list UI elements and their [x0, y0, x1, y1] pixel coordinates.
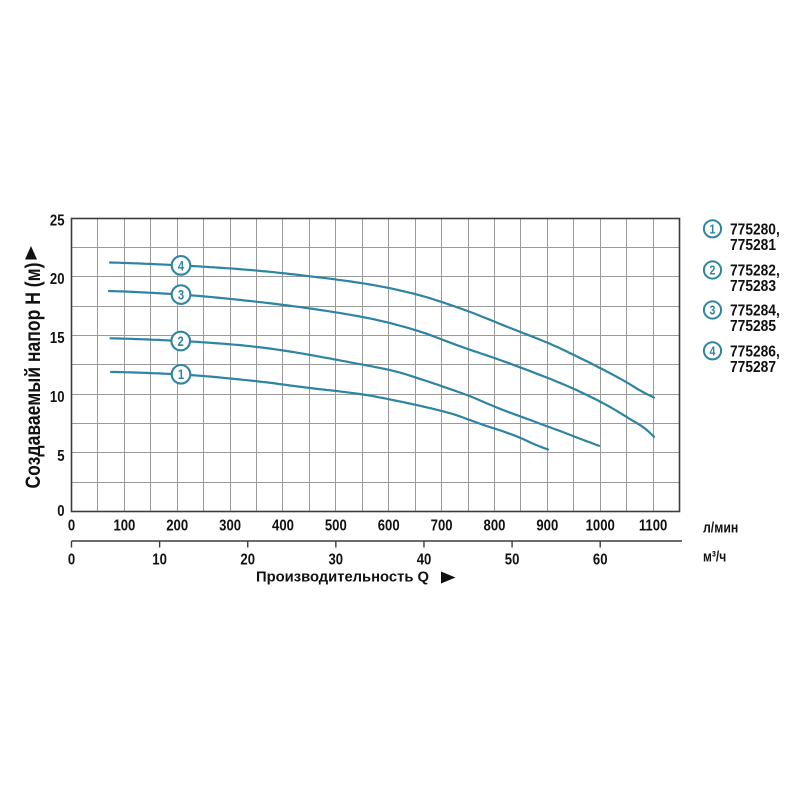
svg-text:900: 900 [536, 518, 558, 535]
svg-text:Создаваемый напор H (м): Создаваемый напор H (м) [21, 263, 45, 489]
svg-text:775285: 775285 [730, 318, 776, 335]
svg-text:0: 0 [68, 518, 75, 535]
svg-text:3: 3 [178, 288, 185, 303]
svg-text:м³/ч: м³/ч [703, 549, 726, 566]
svg-text:100: 100 [113, 518, 135, 535]
svg-text:700: 700 [431, 518, 453, 535]
svg-text:0: 0 [68, 552, 75, 569]
svg-text:3: 3 [710, 303, 716, 318]
svg-text:30: 30 [329, 552, 344, 569]
svg-text:775287: 775287 [730, 359, 776, 376]
svg-text:0: 0 [57, 503, 64, 520]
svg-text:10: 10 [152, 552, 167, 569]
svg-text:50: 50 [505, 552, 520, 569]
svg-text:20: 20 [50, 271, 65, 288]
svg-text:1100: 1100 [639, 518, 668, 535]
svg-text:775282,: 775282, [730, 263, 780, 280]
svg-text:775283: 775283 [730, 278, 776, 295]
svg-text:1: 1 [178, 367, 185, 382]
svg-text:775286,: 775286, [730, 343, 780, 360]
svg-text:1000: 1000 [586, 518, 615, 535]
svg-text:10: 10 [50, 389, 65, 406]
svg-text:15: 15 [50, 330, 65, 347]
svg-text:500: 500 [325, 518, 347, 535]
svg-text:775284,: 775284, [730, 303, 780, 320]
svg-text:4: 4 [710, 344, 717, 359]
svg-text:5: 5 [57, 448, 64, 465]
svg-text:600: 600 [378, 518, 400, 535]
svg-text:20: 20 [240, 552, 255, 569]
svg-text:2: 2 [178, 334, 185, 349]
svg-text:775281: 775281 [730, 237, 776, 254]
svg-text:40: 40 [417, 552, 432, 569]
svg-text:300: 300 [219, 518, 241, 535]
svg-text:2: 2 [710, 263, 716, 278]
svg-text:25: 25 [50, 213, 65, 230]
svg-text:775280,: 775280, [730, 221, 780, 238]
svg-text:400: 400 [272, 518, 294, 535]
svg-text:4: 4 [178, 258, 185, 273]
svg-text:60: 60 [593, 552, 608, 569]
svg-text:200: 200 [166, 518, 188, 535]
svg-text:800: 800 [484, 518, 506, 535]
svg-text:л/мин: л/мин [703, 520, 738, 537]
svg-text:1: 1 [710, 222, 716, 237]
svg-text:Производительность Q: Производительность Q [256, 569, 429, 586]
